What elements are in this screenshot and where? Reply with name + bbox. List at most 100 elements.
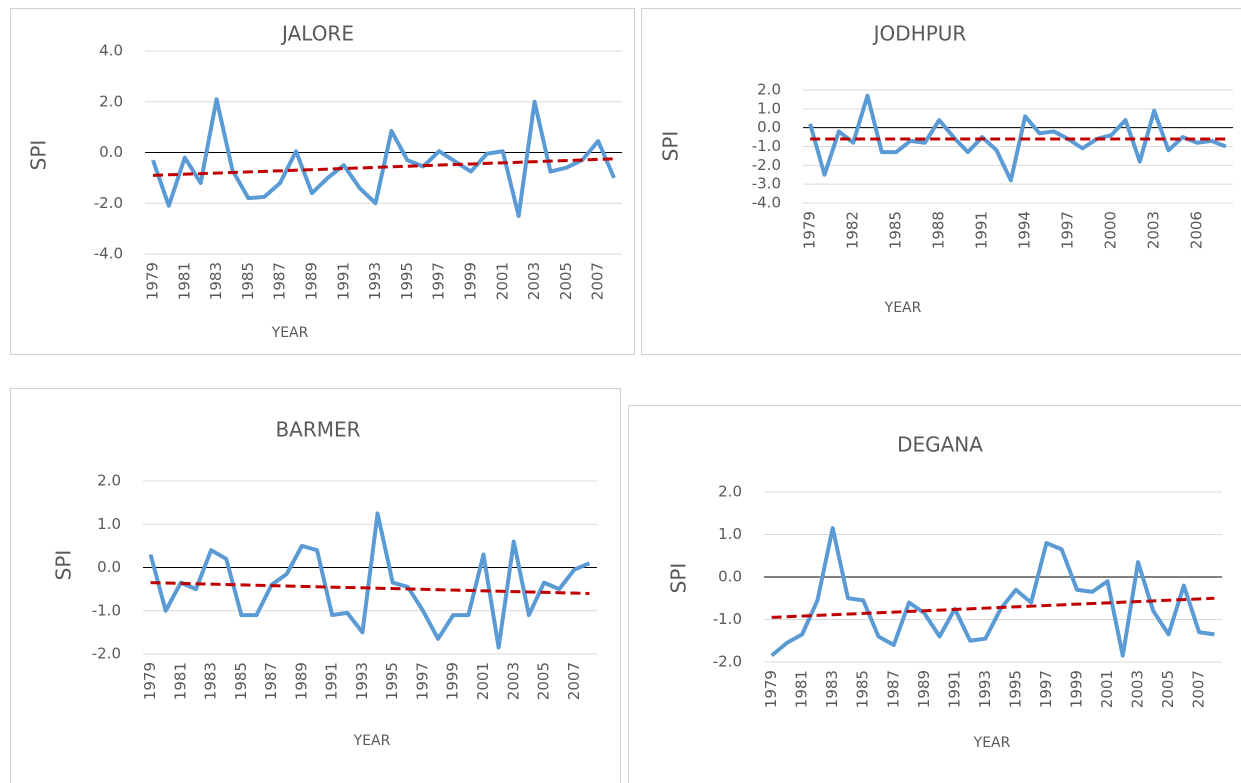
y-tick-label: 0.0 xyxy=(97,558,121,576)
x-tick-label: 1999 xyxy=(1067,670,1085,708)
y-tick-label: 0.0 xyxy=(718,568,742,586)
y-axis-title: SPI xyxy=(659,131,683,162)
x-tick-label: 1991 xyxy=(334,262,352,300)
panel-frame xyxy=(628,405,1241,783)
x-tick-label: 1997 xyxy=(1037,670,1055,708)
panel-frame xyxy=(641,8,1241,355)
x-tick-label: 1981 xyxy=(171,662,189,700)
y-tick-label: 2.0 xyxy=(99,92,123,110)
x-tick-label: 2005 xyxy=(557,262,575,300)
x-tick-label: 2007 xyxy=(565,662,583,700)
x-tick-label: 2003 xyxy=(1129,670,1147,708)
spi-line xyxy=(148,511,591,650)
x-tick-label: 1982 xyxy=(844,211,862,249)
x-tick-label: 1999 xyxy=(444,662,462,700)
y-tick-label: -2.0 xyxy=(92,645,121,663)
trend-line xyxy=(152,157,615,177)
chart-title: BARMER xyxy=(275,418,360,442)
x-tick-label: 1993 xyxy=(353,662,371,700)
x-tick-label: 1997 xyxy=(430,262,448,300)
x-tick-label: 1988 xyxy=(930,211,948,249)
y-tick-label: 1.0 xyxy=(718,525,742,543)
y-axis-title: SPI xyxy=(667,563,691,594)
x-tick-label: 2005 xyxy=(535,662,553,700)
x-tick-label: 1985 xyxy=(239,262,257,300)
x-tick-label: 1981 xyxy=(793,670,811,708)
x-tick-label: 2003 xyxy=(1145,211,1163,249)
panel-frame xyxy=(10,8,635,355)
y-tick-label: -4.0 xyxy=(752,194,781,212)
trend-line xyxy=(771,596,1215,619)
y-tick-label: 0.0 xyxy=(757,118,781,136)
x-tick-label: 2007 xyxy=(1190,670,1208,708)
x-tick-label: 2001 xyxy=(474,662,492,700)
x-tick-label: 1994 xyxy=(1016,211,1034,249)
x-tick-label: 2001 xyxy=(1098,670,1116,708)
x-tick-label: 1985 xyxy=(232,662,250,700)
x-tick-label: 1991 xyxy=(973,211,991,249)
y-tick-label: -2.0 xyxy=(94,194,123,212)
spi-line xyxy=(808,93,1227,183)
y-tick-label: 4.0 xyxy=(99,42,123,60)
x-tick-label: 1979 xyxy=(143,262,161,300)
x-tick-label: 1985 xyxy=(887,211,905,249)
x-tick-label: 2007 xyxy=(589,262,607,300)
x-tick-label: 2006 xyxy=(1188,211,1206,249)
x-tick-label: 1989 xyxy=(292,662,310,700)
x-tick-label: 1983 xyxy=(823,670,841,708)
x-tick-label: 1985 xyxy=(854,670,872,708)
x-tick-label: 1995 xyxy=(1006,670,1024,708)
x-tick-label: 2005 xyxy=(1159,670,1177,708)
chart-title: JALORE xyxy=(280,22,354,46)
x-tick-label: 1981 xyxy=(175,262,193,300)
x-tick-label: 1991 xyxy=(323,662,341,700)
y-tick-label: -2.0 xyxy=(752,156,781,174)
x-tick-label: 1987 xyxy=(884,670,902,708)
y-tick-label: 1.0 xyxy=(757,99,781,117)
x-tick-label: 1993 xyxy=(366,262,384,300)
y-tick-label: 0.0 xyxy=(99,143,123,161)
chart-title: DEGANA xyxy=(897,433,983,457)
x-tick-label: 1983 xyxy=(202,662,220,700)
x-tick-label: 1983 xyxy=(207,262,225,300)
y-tick-label: 1.0 xyxy=(97,515,121,533)
y-axis-title: SPI xyxy=(27,140,51,171)
x-tick-label: 2003 xyxy=(504,662,522,700)
x-tick-label: 1979 xyxy=(141,662,159,700)
x-tick-label: 1979 xyxy=(801,211,819,249)
x-tick-label: 1991 xyxy=(945,670,963,708)
x-tick-label: 1989 xyxy=(915,670,933,708)
x-tick-label: 2001 xyxy=(493,262,511,300)
x-tick-label: 1999 xyxy=(461,262,479,300)
x-tick-label: 1989 xyxy=(302,262,320,300)
x-axis-title: YEAR xyxy=(973,735,1011,751)
y-tick-label: -1.0 xyxy=(92,601,121,619)
y-tick-label: -1.0 xyxy=(752,137,781,155)
x-tick-label: 1979 xyxy=(762,670,780,708)
x-axis-title: YEAR xyxy=(271,325,309,341)
y-tick-label: -4.0 xyxy=(94,245,123,263)
chart-title: JODHPUR xyxy=(872,22,967,46)
y-tick-label: 2.0 xyxy=(97,472,121,490)
y-tick-label: 2.0 xyxy=(757,81,781,99)
x-axis-title: YEAR xyxy=(353,733,391,749)
panel-frame xyxy=(10,388,621,783)
x-tick-label: 2000 xyxy=(1102,211,1120,249)
x-tick-label: 1995 xyxy=(398,262,416,300)
spi-line xyxy=(770,526,1215,658)
x-tick-label: 1987 xyxy=(271,262,289,300)
y-tick-label: 2.0 xyxy=(718,483,742,501)
y-tick-label: -1.0 xyxy=(713,610,742,628)
x-tick-label: 1987 xyxy=(262,662,280,700)
trend-line xyxy=(150,581,590,595)
y-axis-title: SPI xyxy=(52,550,76,581)
x-tick-label: 1995 xyxy=(383,662,401,700)
spi-line xyxy=(151,97,616,218)
x-tick-label: 2003 xyxy=(525,262,543,300)
x-tick-label: 1997 xyxy=(1059,211,1077,249)
y-tick-label: -2.0 xyxy=(713,653,742,671)
x-tick-label: 1997 xyxy=(413,662,431,700)
x-axis-title: YEAR xyxy=(884,300,922,316)
